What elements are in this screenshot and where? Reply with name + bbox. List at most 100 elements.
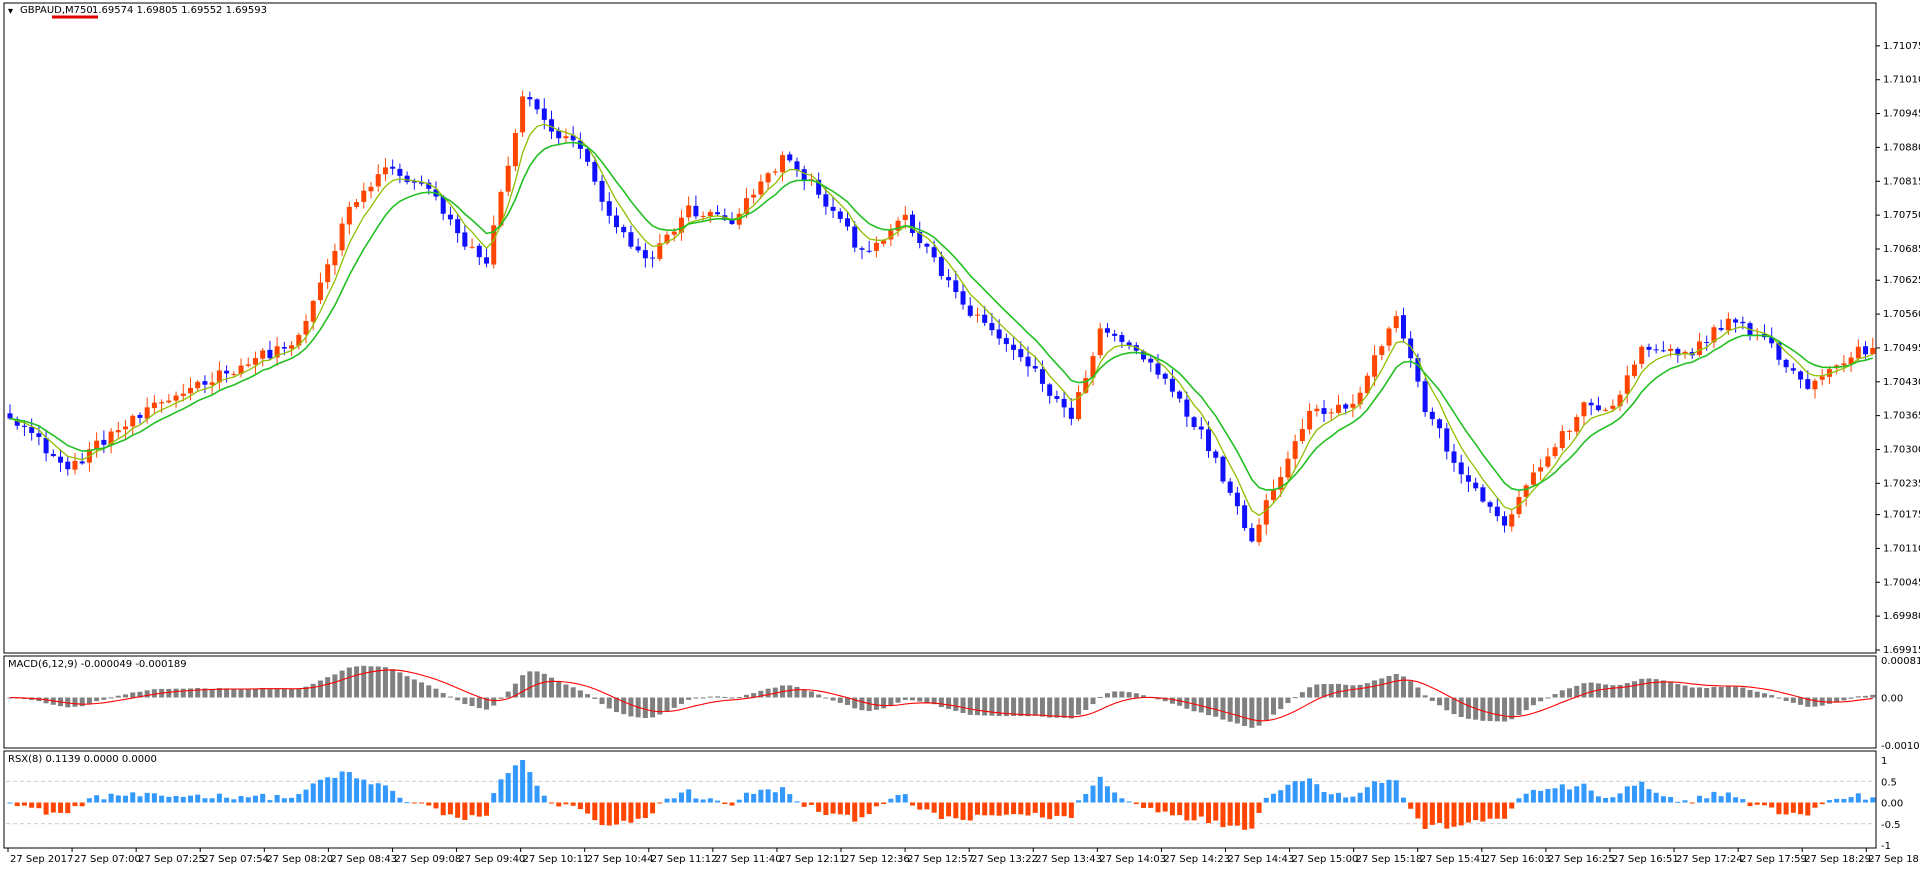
candle-body[interactable] [1429, 411, 1435, 420]
candle-body[interactable] [1335, 404, 1341, 413]
candle-body[interactable] [556, 130, 562, 139]
candle-body[interactable] [94, 440, 100, 449]
candle-body[interactable] [953, 280, 959, 293]
candle-body[interactable] [910, 214, 915, 233]
candle-body[interactable] [1863, 346, 1869, 355]
candle-body[interactable] [1769, 337, 1775, 344]
candle-body[interactable] [650, 257, 656, 259]
candle-body[interactable] [938, 256, 944, 277]
candle-body[interactable] [317, 282, 323, 301]
candle-body[interactable] [917, 232, 923, 243]
candle-body[interactable] [411, 181, 417, 183]
candle-body[interactable] [859, 248, 865, 250]
candle-body[interactable] [585, 148, 591, 162]
candle-body[interactable] [115, 430, 121, 433]
candle-body[interactable] [354, 202, 360, 207]
candle-body[interactable] [1422, 381, 1428, 413]
candle-body[interactable] [1639, 346, 1645, 364]
candle-body[interactable] [837, 211, 843, 219]
candle-body[interactable] [967, 305, 973, 316]
candle-body[interactable] [1025, 356, 1031, 367]
candle-body[interactable] [1328, 412, 1334, 414]
candle-body[interactable] [794, 161, 800, 171]
candle-body[interactable] [36, 433, 42, 437]
candle-body[interactable] [628, 232, 634, 247]
candle-body[interactable] [1126, 342, 1132, 346]
candle-body[interactable] [43, 437, 49, 454]
candle-body[interactable] [1855, 346, 1861, 359]
candle-body[interactable] [390, 166, 396, 169]
candle-body[interactable] [1733, 319, 1739, 323]
candle-body[interactable] [801, 169, 807, 181]
candle-body[interactable] [758, 181, 764, 195]
candle-body[interactable] [1502, 516, 1508, 526]
candle-body[interactable] [1624, 375, 1630, 394]
candle-body[interactable] [209, 382, 215, 385]
candle-body[interactable] [982, 314, 988, 323]
candle-body[interactable] [1090, 356, 1096, 378]
candle-body[interactable] [1819, 376, 1825, 380]
candle-body[interactable] [1162, 373, 1168, 379]
main-price-panel[interactable] [3, 2, 1877, 654]
candle-body[interactable] [621, 226, 627, 233]
candle-body[interactable] [1184, 399, 1190, 417]
candle-body[interactable] [1646, 346, 1652, 350]
candle-body[interactable] [14, 419, 20, 426]
candle-body[interactable] [1003, 338, 1009, 345]
candle-body[interactable] [1530, 472, 1536, 485]
candle-body[interactable] [996, 329, 1002, 339]
candle-body[interactable] [188, 387, 193, 394]
candle-body[interactable] [1415, 358, 1421, 382]
candle-body[interactable] [527, 97, 533, 100]
candle-body[interactable] [1494, 506, 1500, 517]
candle-body[interactable] [1249, 528, 1255, 542]
candle-body[interactable] [873, 242, 879, 251]
candle-body[interactable] [1307, 410, 1313, 430]
candle-body[interactable] [729, 219, 735, 224]
candle-body[interactable] [1169, 378, 1175, 392]
candle-body[interactable] [368, 186, 374, 192]
candle-body[interactable] [1718, 328, 1724, 330]
candle-body[interactable] [1841, 363, 1847, 366]
candle-body[interactable] [606, 201, 612, 216]
candle-body[interactable] [1198, 426, 1204, 430]
candle-body[interactable] [310, 300, 316, 322]
candle-body[interactable] [1660, 350, 1666, 352]
candle-body[interactable] [72, 460, 78, 470]
candle-body[interactable] [252, 358, 258, 365]
candle-body[interactable] [1220, 456, 1226, 482]
candle-body[interactable] [1314, 408, 1320, 412]
candle-body[interactable] [1451, 451, 1457, 463]
candle-body[interactable] [1256, 524, 1262, 543]
candle-body[interactable] [1372, 355, 1378, 377]
candle-body[interactable] [419, 182, 425, 184]
candle-body[interactable] [1725, 318, 1731, 331]
candle-body[interactable] [469, 246, 475, 248]
candle-body[interactable] [1617, 394, 1623, 407]
candle-body[interactable] [1848, 357, 1854, 365]
candle-body[interactable] [108, 431, 114, 446]
candle-body[interactable] [361, 190, 367, 202]
candle-body[interactable] [130, 415, 136, 427]
candle-body[interactable] [1480, 487, 1486, 502]
candle-body[interactable] [1343, 404, 1349, 409]
candle-body[interactable] [1610, 405, 1616, 409]
candle-body[interactable] [1350, 403, 1356, 408]
candle-body[interactable] [505, 165, 511, 192]
candle-body[interactable] [1668, 348, 1674, 352]
candle-body[interactable] [1206, 429, 1212, 452]
candle-body[interactable] [79, 461, 85, 464]
candle-body[interactable] [303, 320, 309, 335]
candle-body[interactable] [484, 257, 490, 264]
candle-body[interactable] [404, 175, 410, 183]
candle-body[interactable] [1790, 368, 1796, 371]
candle-body[interactable] [144, 407, 150, 419]
candle-body[interactable] [173, 395, 179, 401]
candle-body[interactable] [1632, 364, 1637, 376]
candle-body[interactable] [830, 206, 836, 211]
candle-body[interactable] [772, 171, 778, 173]
candle-body[interactable] [534, 99, 540, 110]
candle-body[interactable] [570, 135, 576, 141]
candle-body[interactable] [1704, 342, 1710, 344]
